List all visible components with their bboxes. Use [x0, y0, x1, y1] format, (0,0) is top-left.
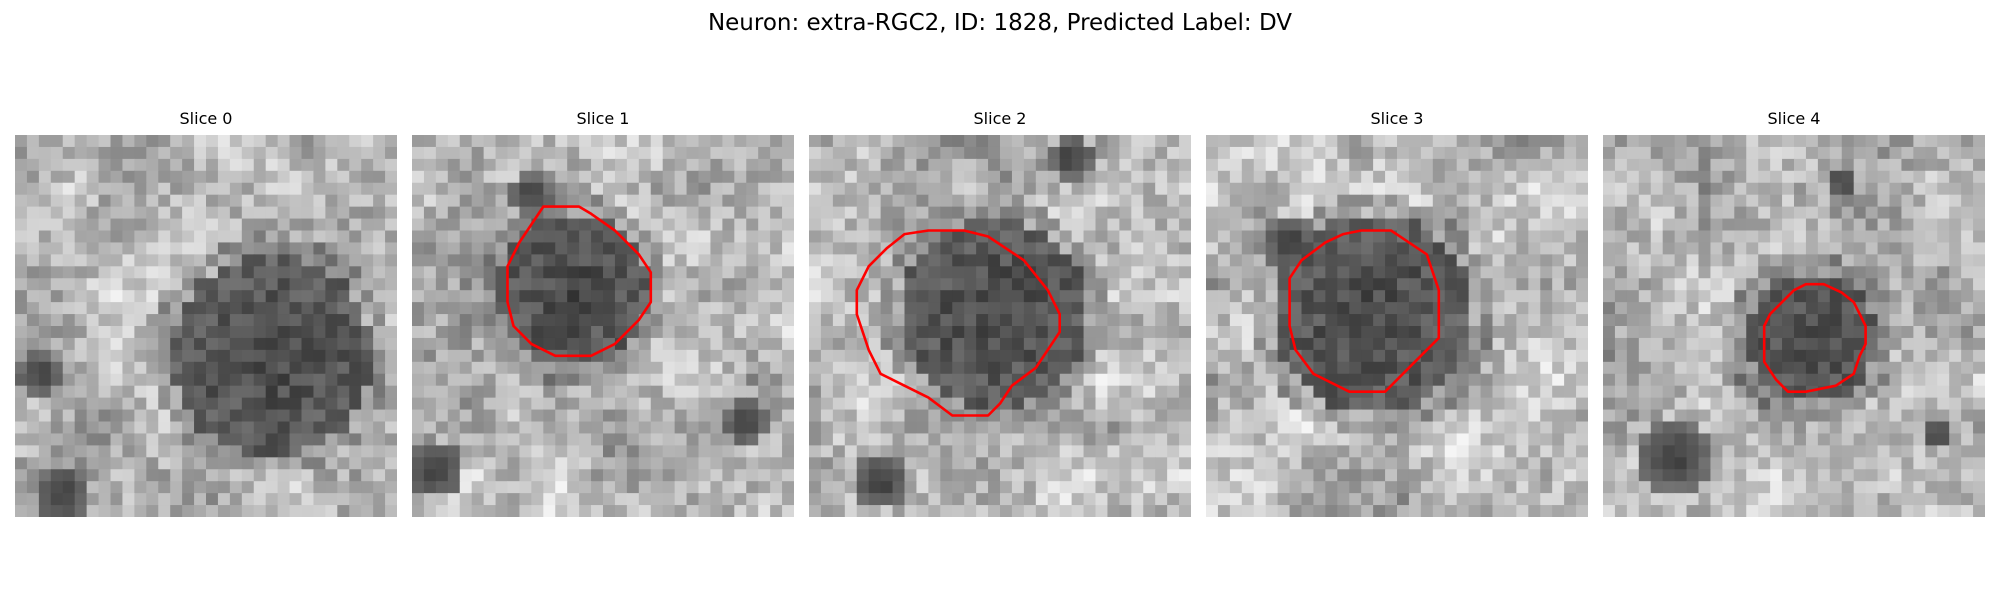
slice-2-image [809, 135, 1191, 517]
panel-title-slice-3: Slice 3 [1370, 109, 1424, 128]
segmentation-contour [1762, 282, 1867, 394]
slice-3-panel [1206, 135, 1588, 517]
slice-0-panel [15, 135, 397, 517]
segmentation-contour [506, 205, 653, 358]
figure-title: Neuron: extra-RGC2, ID: 1828, Predicted … [707, 10, 1293, 36]
segmentation-contour [855, 229, 1061, 417]
slice-3-image [1206, 135, 1588, 517]
slice-0-image [15, 135, 397, 517]
slice-4-image [1603, 135, 1985, 517]
slice-1-image [412, 135, 794, 517]
panel-title-slice-4: Slice 4 [1767, 109, 1821, 128]
slice-4-panel [1603, 135, 1985, 517]
slice-2-panel [809, 135, 1191, 517]
slice-1-panel [412, 135, 794, 517]
panel-title-slice-2: Slice 2 [973, 109, 1027, 128]
segmentation-contour [1288, 229, 1441, 394]
panel-title-slice-0: Slice 0 [179, 109, 233, 128]
panel-title-slice-1: Slice 1 [576, 109, 630, 128]
